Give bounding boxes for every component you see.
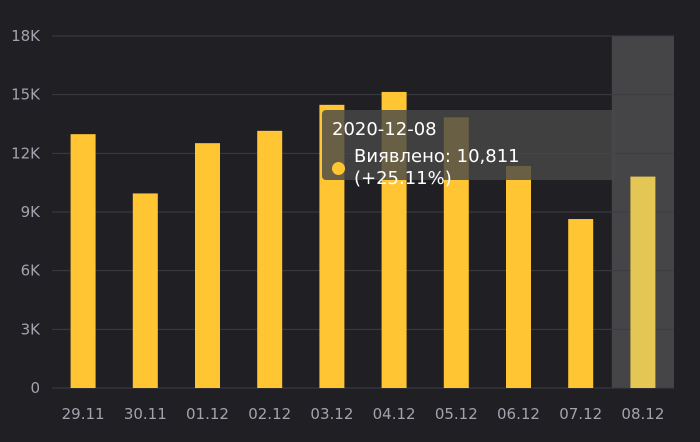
x-tick-label: 01.12 (186, 405, 229, 423)
x-tick-label: 05.12 (435, 405, 478, 423)
tooltip: 2020-12-08 Виявлено: 10,811 (+25.11%) (322, 110, 616, 189)
bar[interactable] (132, 193, 158, 388)
bar[interactable] (568, 219, 594, 388)
y-tick-label: 18K (11, 27, 41, 45)
bar[interactable] (195, 143, 220, 388)
y-tick-label: 6K (21, 262, 42, 280)
bar[interactable] (257, 130, 283, 388)
x-tick-label: 03.12 (310, 405, 353, 423)
x-tick-label: 08.12 (621, 405, 664, 423)
bar[interactable] (630, 176, 656, 388)
x-tick-label: 30.11 (124, 405, 167, 423)
bar[interactable] (506, 166, 531, 388)
tooltip-row: Виявлено: 10,811 (+25.11%) (332, 146, 606, 190)
y-tick-label: 0 (30, 379, 40, 397)
y-tick-label: 15K (11, 86, 41, 104)
y-tick-label: 3K (21, 320, 42, 338)
x-tick-label: 04.12 (373, 405, 416, 423)
y-tick-label: 9K (21, 203, 42, 221)
y-tick-label: 12K (11, 144, 41, 162)
tooltip-value: Виявлено: 10,811 (+25.11%) (354, 146, 520, 189)
bar[interactable] (70, 134, 96, 388)
x-tick-label: 29.11 (62, 405, 105, 423)
x-tick-label: 02.12 (248, 405, 291, 423)
x-tick-label: 06.12 (497, 405, 540, 423)
series-dot-icon (332, 161, 345, 175)
x-tick-label: 07.12 (559, 405, 602, 423)
tooltip-date: 2020-12-08 (332, 119, 437, 140)
